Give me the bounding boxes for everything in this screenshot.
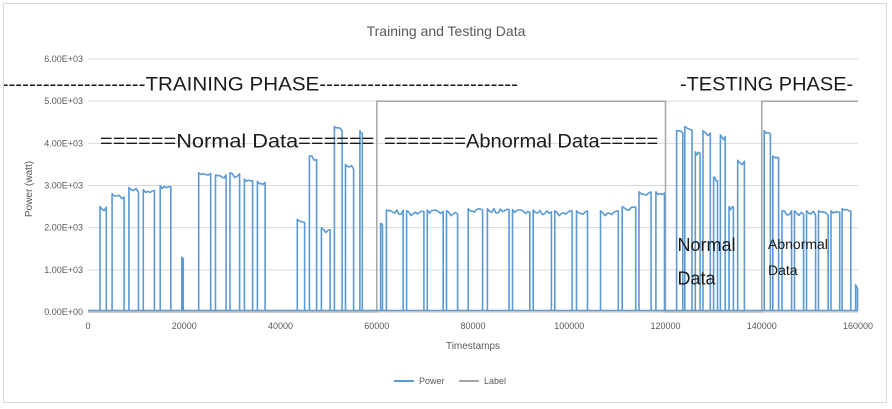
power-pulse: [675, 129, 684, 311]
power-pulse: [99, 205, 108, 311]
y-tick-label: 0.00E+00: [44, 307, 83, 317]
power-pulse: [728, 205, 735, 311]
power-series: [88, 125, 859, 312]
x-tick-label: 160000: [843, 321, 873, 331]
annotation-text: -TESTING PHASE-: [680, 75, 853, 96]
power-pulse: [320, 226, 331, 311]
x-tick-label: 0: [85, 321, 90, 331]
legend: Power Label: [394, 376, 506, 386]
power-pulse: [426, 209, 444, 311]
x-tick-label: 20000: [172, 321, 197, 331]
power-pulse: [599, 210, 620, 311]
x-axis-label: Timestamps: [446, 341, 500, 352]
power-pulse: [308, 155, 318, 311]
power-pulse: [638, 191, 652, 311]
power-pulse: [214, 174, 227, 311]
power-pulse: [111, 193, 125, 311]
power-pulse: [159, 184, 172, 311]
label-series: [88, 100, 858, 313]
x-tick-label: 60000: [364, 321, 389, 331]
power-pulse: [128, 186, 140, 311]
power-pulse: [575, 210, 589, 311]
power-pulse: [736, 159, 746, 311]
x-tick-label: 80000: [460, 321, 485, 331]
y-tick-label: 2.00E+03: [44, 223, 83, 233]
power-pulse: [694, 151, 701, 311]
power-pulse: [229, 172, 241, 311]
power-pulse: [702, 129, 712, 311]
power-pulse: [841, 207, 852, 311]
power-pulse: [197, 172, 212, 311]
legend-label: Label: [484, 376, 506, 386]
power-pulse: [655, 191, 666, 311]
annotations: -----------------------------TRAINING PH…: [4, 75, 853, 289]
power-pulse: [333, 125, 343, 311]
y-axis-label: Power (watt): [24, 161, 35, 217]
power-pulse: [296, 218, 306, 311]
chart-frame: Training and Testing Data 0.00E+00 1.00E+…: [3, 3, 887, 403]
annotation-text: -----------------------------TRAINING PH…: [4, 75, 518, 96]
annotation-text: Abnormal: [768, 236, 828, 252]
power-pulse: [379, 222, 384, 311]
power-pulse: [467, 207, 484, 311]
y-tick-label: 4.00E+03: [44, 138, 83, 148]
power-pulse: [772, 155, 780, 311]
power-pulse: [793, 210, 805, 311]
annotation-text: Data: [768, 262, 798, 278]
power-pulse: [781, 210, 793, 311]
power-pulse: [719, 134, 726, 311]
x-tick-label: 40000: [268, 321, 293, 331]
y-axis-ticks: 0.00E+00 1.00E+03 2.00E+03 3.00E+03 4.00E+03…: [44, 54, 83, 317]
power-pulse: [805, 210, 817, 311]
power-pulse: [712, 176, 719, 311]
power-pulse: [385, 209, 404, 311]
power-pulse: [243, 178, 254, 311]
annotation-text: =======Abnormal Data=====: [384, 132, 658, 153]
y-tick-label: 5.00E+03: [44, 96, 83, 106]
power-pulse: [181, 256, 185, 311]
power-pulse: [532, 209, 553, 311]
power-pulse: [621, 205, 637, 311]
label-line: [88, 100, 858, 313]
power-pulse: [445, 210, 459, 311]
x-tick-label: 120000: [650, 321, 680, 331]
power-pulse: [854, 283, 859, 311]
power-pulse: [817, 210, 829, 311]
legend-label: Power: [419, 376, 445, 386]
y-tick-label: 3.00E+03: [44, 181, 83, 191]
power-pulse: [511, 208, 531, 311]
power-pulse: [405, 210, 425, 311]
power-pulse: [256, 180, 266, 311]
power-pulse: [359, 129, 364, 311]
chart-title: Training and Testing Data: [367, 23, 526, 39]
annotation-text: Normal: [678, 235, 736, 255]
power-pulse: [554, 210, 573, 311]
power-pulse: [486, 207, 510, 311]
power-pulse: [684, 125, 693, 311]
annotation-text: Data: [678, 269, 717, 289]
chart: Training and Testing Data 0.00E+00 1.00E+…: [4, 23, 873, 386]
power-pulse: [830, 210, 841, 311]
x-axis-ticks: 0 20000 40000 60000 80000 100000 120000 140000 1…: [85, 321, 873, 331]
power-pulse: [344, 163, 355, 311]
y-tick-label: 6.00E+03: [44, 54, 83, 64]
power-pulse: [142, 188, 156, 311]
annotation-text: ======Normal Data======: [100, 132, 374, 153]
y-tick-label: 1.00E+03: [44, 265, 83, 275]
x-tick-label: 100000: [554, 321, 584, 331]
x-tick-label: 140000: [747, 321, 777, 331]
power-pulse: [763, 129, 772, 311]
